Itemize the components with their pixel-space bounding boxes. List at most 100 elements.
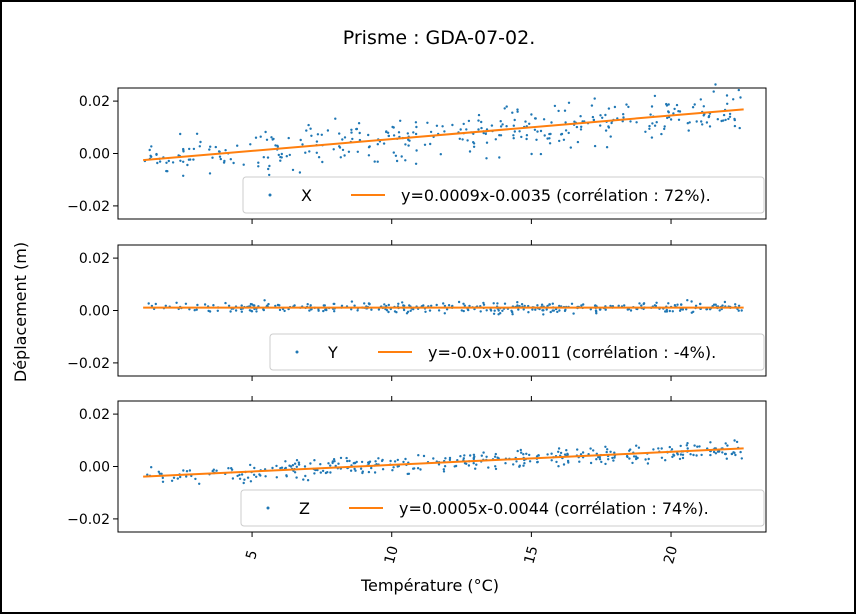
scatter-point (496, 302, 499, 305)
scatter-point (599, 114, 602, 117)
scatter-point (482, 301, 485, 305)
scatter-point (665, 102, 668, 106)
y-tick-label: 0.00 (79, 460, 110, 476)
scatter-point (275, 476, 278, 479)
scatter-point (581, 451, 585, 454)
scatter-point (734, 453, 737, 457)
scatter-point (721, 451, 724, 454)
scatter-point (737, 304, 741, 307)
scatter-point (579, 453, 583, 456)
scatter-point (259, 135, 262, 138)
scatter-point (550, 452, 553, 455)
scatter-point (601, 116, 604, 120)
legend-marker-scatter (266, 506, 270, 510)
scatter-point (193, 309, 196, 312)
scatter-point (520, 303, 524, 306)
scatter-point (386, 131, 390, 134)
scatter-point (635, 444, 638, 447)
scatter-point (708, 125, 712, 128)
scatter-point (681, 308, 685, 311)
scatter-point (562, 463, 566, 466)
scatter-point (685, 308, 688, 311)
scatter-point (707, 115, 710, 119)
scatter-point (677, 110, 680, 113)
scatter-point (443, 130, 446, 133)
scatter-point (664, 459, 667, 462)
scatter-point (409, 309, 412, 312)
scatter-point (482, 451, 485, 454)
scatter-point (551, 302, 554, 305)
scatter-point (188, 469, 192, 472)
scatter-point (489, 308, 492, 311)
scatter-point (240, 304, 243, 307)
scatter-point (268, 173, 271, 177)
scatter-point (175, 301, 178, 304)
scatter-point (219, 157, 222, 161)
scatter-point (733, 439, 736, 442)
scatter-point (350, 128, 353, 131)
scatter-point (559, 133, 563, 136)
scatter-point (353, 304, 356, 307)
y-tick-label: −0.02 (67, 512, 110, 528)
scatter-point (339, 456, 343, 460)
scatter-point (718, 309, 721, 312)
scatter-point (462, 122, 465, 126)
scatter-point (570, 302, 574, 305)
scatter-point (516, 108, 519, 111)
scatter-point (528, 122, 531, 126)
scatter-point (555, 460, 558, 464)
scatter-point (313, 472, 316, 475)
scatter-point (451, 123, 454, 127)
scatter-point (650, 136, 654, 139)
scatter-point (291, 168, 295, 172)
scatter-point (550, 121, 553, 124)
scatter-point (279, 155, 282, 159)
scatter-point (215, 469, 218, 472)
scatter-point (229, 310, 232, 313)
scatter-point (730, 452, 734, 456)
scatter-point (432, 457, 435, 460)
scatter-point (563, 309, 567, 313)
scatter-point (367, 133, 370, 137)
scatter-point (519, 448, 522, 452)
scatter-point (605, 450, 608, 454)
scatter-point (702, 105, 705, 108)
scatter-point (698, 445, 701, 448)
scatter-point (203, 303, 207, 306)
scatter-point (373, 160, 376, 163)
scatter-point (611, 456, 614, 460)
scatter-point (551, 309, 554, 312)
scatter-point (569, 146, 572, 149)
scatter-point (277, 153, 280, 157)
scatter-point (397, 302, 400, 305)
scatter-point (357, 122, 361, 125)
scatter-point (582, 303, 585, 306)
scatter-point (685, 444, 688, 447)
scatter-point (652, 448, 655, 451)
scatter-point (512, 124, 515, 127)
scatter-point (494, 465, 497, 468)
scatter-point (419, 468, 422, 471)
scatter-point (264, 130, 267, 134)
scatter-point (404, 143, 407, 146)
scatter-point (295, 465, 298, 468)
scatter-point (334, 117, 337, 120)
scatter-point (238, 477, 242, 480)
scatter-point (558, 309, 561, 312)
scatter-point (343, 154, 346, 157)
scatter-point (607, 126, 611, 129)
scatter-point (473, 455, 476, 458)
y-tick-label: 0.00 (79, 304, 110, 320)
scatter-point (293, 462, 297, 465)
scatter-point (242, 163, 245, 166)
scatter-point (304, 474, 307, 478)
scatter-point (211, 469, 214, 473)
scatter-point (167, 159, 170, 163)
scatter-point (322, 309, 325, 313)
scatter-point (412, 467, 415, 470)
scatter-point (545, 308, 548, 311)
scatter-point (211, 156, 214, 159)
scatter-point (240, 310, 243, 313)
scatter-point (412, 131, 415, 134)
x-tick-label: 10 (382, 544, 402, 565)
